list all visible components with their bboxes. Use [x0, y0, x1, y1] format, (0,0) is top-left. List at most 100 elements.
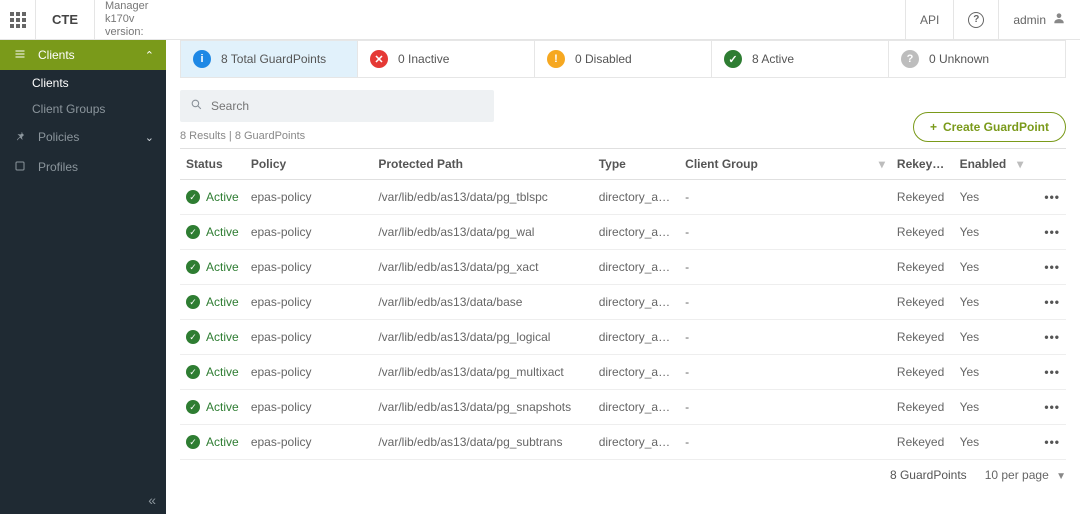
policy-cell: epas-policy	[245, 285, 372, 320]
row-actions-button[interactable]: •••	[1029, 320, 1066, 355]
policy-cell: epas-policy	[245, 390, 372, 425]
check-icon: ✓	[186, 295, 200, 309]
policy-cell: epas-policy	[245, 355, 372, 390]
help-icon: ?	[968, 12, 984, 28]
table-row[interactable]: ✓Activeepas-policy/var/lib/edb/as13/data…	[180, 425, 1066, 460]
rekey-cell: Rekeyed	[891, 215, 954, 250]
search-icon	[190, 98, 203, 114]
th-policy[interactable]: Policy	[245, 149, 372, 180]
check-icon: ✓	[186, 365, 200, 379]
rekey-cell: Rekeyed	[891, 425, 954, 460]
enabled-cell: Yes	[954, 320, 1030, 355]
row-actions-button[interactable]: •••	[1029, 180, 1066, 215]
row-actions-button[interactable]: •••	[1029, 285, 1066, 320]
sidebar-subitem-clients[interactable]: Clients	[0, 70, 166, 96]
filter-icon[interactable]: ▾	[1017, 157, 1023, 171]
stat-tiles: i 8 Total GuardPoints ✕ 0 Inactive ! 0 D…	[180, 40, 1066, 78]
th-group[interactable]: Client Group▾	[679, 149, 891, 180]
tile-label: 0 Unknown	[929, 52, 989, 66]
enabled-cell: Yes	[954, 425, 1030, 460]
table-row[interactable]: ✓Activeepas-policy/var/lib/edb/as13/data…	[180, 250, 1066, 285]
chevron-down-icon: ⌄	[145, 131, 154, 144]
path-cell: /var/lib/edb/as13/data/pg_snapshots	[372, 390, 592, 425]
search-input[interactable]	[211, 99, 484, 113]
path-cell: /var/lib/edb/as13/data/base	[372, 285, 592, 320]
table-row[interactable]: ✓Active epas-policy/var/lib/edb/as13/data…	[180, 215, 1066, 250]
guardpoints-table: Status Policy Protected Path Type Client…	[180, 148, 1066, 460]
search-box[interactable]	[180, 90, 494, 122]
plus-icon: +	[930, 120, 937, 134]
create-guardpoint-button[interactable]: + Create GuardPoint	[913, 112, 1066, 142]
row-actions-button[interactable]: •••	[1029, 390, 1066, 425]
user-menu[interactable]: admin	[998, 0, 1080, 39]
th-type[interactable]: Type	[593, 149, 679, 180]
table-row[interactable]: ✓Activeepas-policy/var/lib/edb/as13/data…	[180, 320, 1066, 355]
tile-total[interactable]: i 8 Total GuardPoints	[180, 40, 358, 78]
sidebar-subitem-client-groups[interactable]: Client Groups	[0, 96, 166, 122]
enabled-cell: Yes	[954, 285, 1030, 320]
check-icon: ✓	[186, 190, 200, 204]
apps-button[interactable]	[0, 0, 36, 39]
tile-unknown[interactable]: ? 0 Unknown	[889, 40, 1066, 78]
rekey-cell: Rekeyed	[891, 390, 954, 425]
type-cell: directory_auto	[593, 180, 679, 215]
enabled-cell: Yes	[954, 180, 1030, 215]
rekey-cell: Rekeyed	[891, 285, 954, 320]
group-cell: -	[679, 425, 891, 460]
user-icon	[1052, 11, 1066, 28]
check-icon: ✓	[186, 330, 200, 344]
group-cell: -	[679, 180, 891, 215]
group-cell: -	[679, 355, 891, 390]
brand[interactable]: CTE	[36, 0, 95, 39]
tile-inactive[interactable]: ✕ 0 Inactive	[358, 40, 535, 78]
enabled-cell: Yes	[954, 355, 1030, 390]
status-cell: ✓Active	[186, 225, 239, 239]
table-row[interactable]: ✓Activeepas-policy/var/lib/edb/as13/data…	[180, 285, 1066, 320]
topbar: CTE CipherTrust Manager k170v version: 2…	[0, 0, 1080, 40]
user-label: admin	[1013, 13, 1046, 27]
help-button[interactable]: ?	[953, 0, 998, 39]
policy-cell: epas-policy	[245, 215, 372, 250]
sidebar-item-label: Policies	[38, 130, 79, 144]
api-link[interactable]: API	[905, 0, 953, 39]
info-icon: i	[193, 50, 211, 68]
rekey-cell: Rekeyed	[891, 180, 954, 215]
check-icon: ✓	[724, 50, 742, 68]
sidebar-item-profiles[interactable]: Profiles	[0, 152, 166, 182]
type-cell: directory_auto	[593, 320, 679, 355]
main: i 8 Total GuardPoints ✕ 0 Inactive ! 0 D…	[166, 40, 1080, 514]
th-enabled[interactable]: Enabled▾	[954, 149, 1030, 180]
status-cell: ✓Active	[186, 190, 239, 204]
per-page-select[interactable]: 10 per page ▼	[985, 468, 1066, 482]
filter-icon[interactable]: ▾	[879, 157, 885, 171]
chevron-up-icon: ⌃	[145, 49, 154, 62]
check-icon: ✓	[186, 400, 200, 414]
sidebar-item-policies[interactable]: Policies ⌄	[0, 122, 166, 152]
row-actions-button[interactable]: •••	[1029, 250, 1066, 285]
status-cell: ✓Active	[186, 400, 239, 414]
policy-cell: epas-policy	[245, 250, 372, 285]
close-icon: ✕	[370, 50, 388, 68]
table-row[interactable]: ✓Activeepas-policy/var/lib/edb/as13/data…	[180, 180, 1066, 215]
group-cell: -	[679, 320, 891, 355]
row-actions-button[interactable]: •••	[1029, 355, 1066, 390]
th-rekey[interactable]: Rekey Status	[891, 149, 954, 180]
collapse-sidebar-button[interactable]: «	[148, 492, 156, 508]
table-row[interactable]: ✓Activeepas-policy/var/lib/edb/as13/data…	[180, 355, 1066, 390]
th-status[interactable]: Status	[180, 149, 245, 180]
table-row[interactable]: ✓Active epas-policy/var/lib/edb/as13/data…	[180, 390, 1066, 425]
row-actions-button[interactable]: •••	[1029, 425, 1066, 460]
th-path[interactable]: Protected Path	[372, 149, 592, 180]
enabled-cell: Yes	[954, 250, 1030, 285]
tile-disabled[interactable]: ! 0 Disabled	[535, 40, 712, 78]
tile-active[interactable]: ✓ 8 Active	[712, 40, 889, 78]
sidebar-item-clients[interactable]: Clients ⌃	[0, 40, 166, 70]
row-actions-button[interactable]: •••	[1029, 215, 1066, 250]
tile-label: 0 Disabled	[575, 52, 632, 66]
type-cell: directory_auto	[593, 355, 679, 390]
type-cell: directory_auto	[593, 215, 679, 250]
type-cell: directory_auto	[593, 390, 679, 425]
per-page-label: 10 per page	[985, 468, 1049, 482]
check-icon: ✓	[186, 260, 200, 274]
path-cell: /var/lib/edb/as13/data/pg_wal	[372, 215, 592, 250]
